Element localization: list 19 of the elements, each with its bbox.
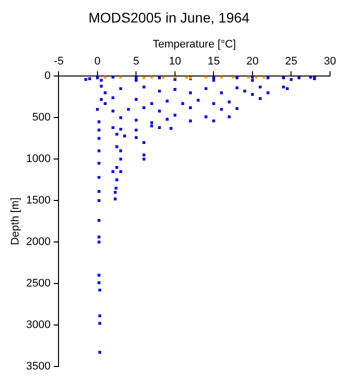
x-tick-label: 15 xyxy=(208,56,220,68)
x-tick-label: 10 xyxy=(168,56,182,68)
x-tick-label: 30 xyxy=(324,56,336,68)
y-tick-label: 3000 xyxy=(26,318,51,331)
y-tick-label: 1500 xyxy=(26,194,51,207)
y-axis-title: Depth [m] xyxy=(10,197,22,246)
x-tick-label: 20 xyxy=(246,56,259,68)
x-tick-label: 25 xyxy=(285,56,298,68)
chart-title: MODS2005 in June, 1964 xyxy=(88,9,250,26)
x-tick-label: -5 xyxy=(54,56,64,68)
x-tick-label: 0 xyxy=(94,56,100,68)
y-tick-label: 500 xyxy=(32,112,51,124)
x-axis-title: Temperature [°C] xyxy=(152,38,236,50)
y-tick-label: 0 xyxy=(44,70,51,82)
x-tick-label: 5 xyxy=(133,56,140,68)
y-tick-label: 2000 xyxy=(26,236,51,248)
y-tick-label: 3500 xyxy=(26,360,51,372)
y-tick-label: 1000 xyxy=(26,153,51,166)
y-tick-label: 2500 xyxy=(26,278,51,290)
